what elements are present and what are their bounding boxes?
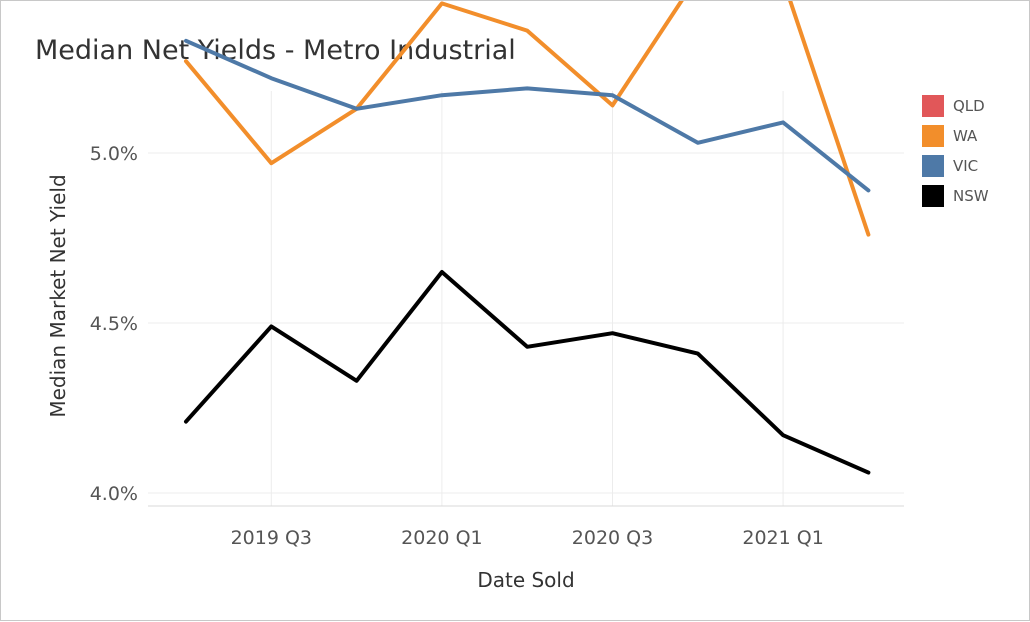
chart-title: Median Net Yields - Metro Industrial [35,35,516,66]
x-tick-label: 2020 Q1 [401,527,482,549]
series-line-vic [184,38,871,193]
legend-swatch [922,155,944,177]
y-tick-label: 4.0% [90,483,138,505]
legend-item-nsw: NSW [922,181,989,211]
y-tick-label: 4.5% [90,313,138,335]
y-axis-title: Median Market Net Yield [46,174,70,417]
legend-swatch [922,185,944,207]
grid [148,91,904,507]
legend-label: VIC [953,157,979,175]
legend-swatch [922,95,944,117]
series-line-nsw [184,270,871,475]
legend-label: NSW [953,187,989,205]
legend-item-qld: QLD [922,91,989,121]
x-tick-label: 2020 Q3 [572,527,653,549]
legend-swatch [922,125,944,147]
legend: QLD WA VIC NSW [922,91,989,211]
legend-label: WA [953,127,978,145]
series-line-wa [184,1,871,237]
legend-item-vic: VIC [922,151,989,181]
legend-label: QLD [953,97,985,115]
y-tick-label: 5.0% [90,143,138,165]
x-axis-title: Date Sold [477,568,574,592]
x-tick-label: 2019 Q3 [231,527,312,549]
x-axis: 2019 Q3 2020 Q1 2020 Q3 2021 Q1 [231,527,824,549]
legend-item-wa: WA [922,121,989,151]
y-axis: 6.0%5.5%5.0%4.5%4.0% [90,143,138,505]
x-tick-label: 2021 Q1 [742,527,823,549]
series-lines [184,1,871,475]
